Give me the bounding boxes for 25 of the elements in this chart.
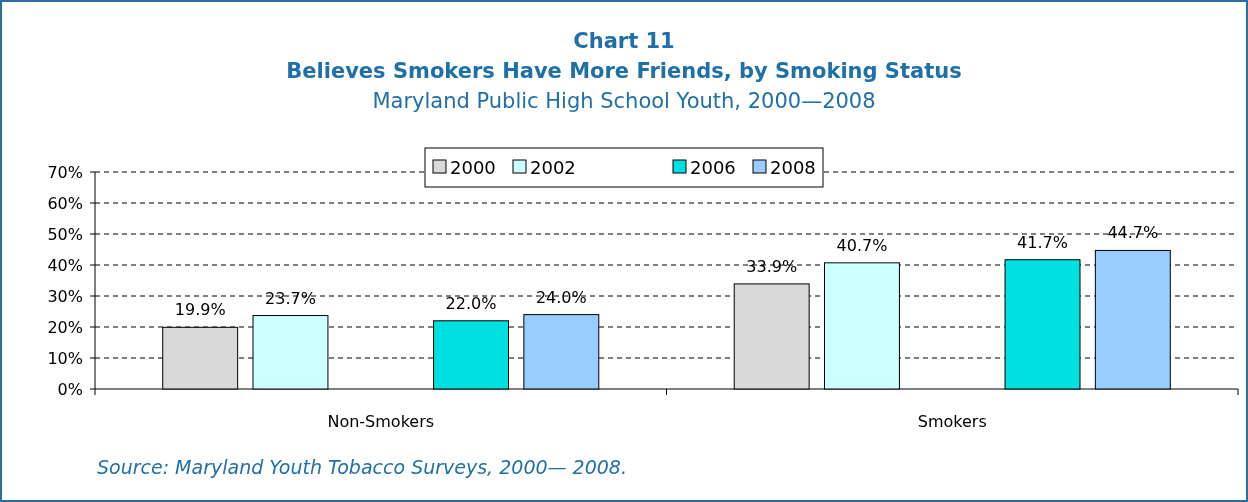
y-tick-label: 50%	[47, 225, 83, 244]
data-label: 40.7%	[836, 235, 888, 255]
chart-title: Chart 11 Believes Smokers Have More Friends, by Smoking Status	[286, 29, 962, 83]
legend-label: 2008	[770, 157, 816, 178]
y-tick-label: 30%	[47, 287, 83, 306]
y-tick-label: 70%	[47, 163, 83, 182]
data-label: 24.0%	[535, 287, 587, 307]
data-label: 19.9%	[174, 300, 226, 320]
data-label: 33.9%	[746, 256, 798, 276]
legend-label: 2006	[690, 157, 736, 178]
source-note: Source: Maryland Youth Tobacco Surveys, 2000— 2008.	[97, 456, 627, 478]
x-tick-label: Smokers	[917, 412, 987, 431]
data-label: 41.7%	[1017, 232, 1068, 252]
legend-label: 2000	[450, 157, 496, 178]
y-tick-label: 20%	[47, 318, 83, 337]
y-tick-label: 0%	[57, 380, 83, 399]
chart-subtitle: Maryland Public High School Youth, 2000—2008	[372, 89, 876, 113]
data-label: 44.7%	[1107, 223, 1159, 243]
legend-label: 2002	[530, 157, 576, 178]
y-tick-label: 60%	[47, 194, 83, 213]
y-tick-label: 40%	[47, 256, 83, 275]
x-tick-label: Non-Smokers	[327, 412, 435, 431]
data-label: 23.7%	[265, 288, 316, 308]
data-label: 22.0%	[445, 293, 497, 313]
y-tick-label: 10%	[47, 349, 83, 368]
